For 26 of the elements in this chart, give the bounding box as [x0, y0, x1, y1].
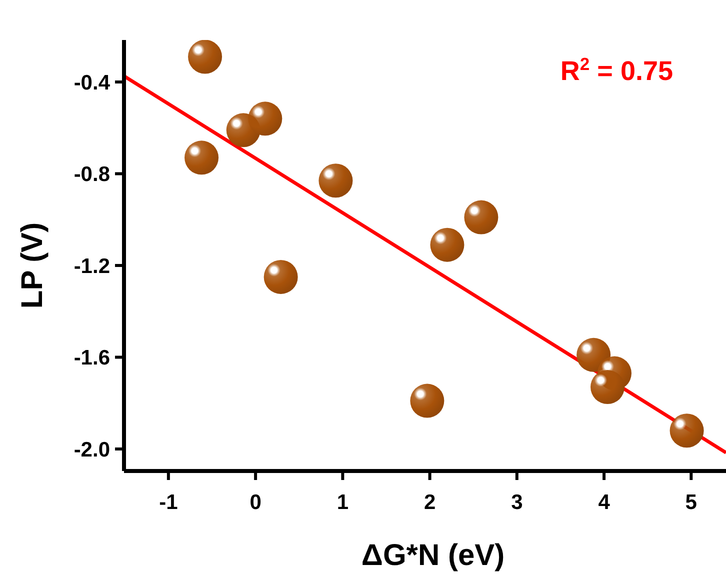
- point: [464, 200, 498, 234]
- point: [670, 414, 704, 448]
- point: [188, 40, 222, 74]
- point: [410, 384, 444, 418]
- y-tick-label: -0.4: [74, 71, 110, 94]
- x-tick-label: -1: [159, 491, 178, 514]
- x-tick-label: 3: [511, 491, 523, 514]
- point: [184, 140, 219, 175]
- x-tick-label: 0: [250, 491, 262, 514]
- y-tick-label: -1.6: [74, 346, 110, 370]
- point: [248, 102, 282, 136]
- y-tick-label: -0.8: [74, 163, 110, 186]
- point: [430, 228, 464, 262]
- y-tick-label: -2.0: [74, 438, 110, 462]
- x-tick-label: 1: [336, 491, 349, 514]
- point: [318, 164, 353, 198]
- y-axis-title: LP (V): [16, 222, 49, 309]
- x-tick-label: 4: [598, 491, 610, 514]
- point: [576, 338, 611, 372]
- x-axis-title: ΔG*N (eV): [361, 539, 505, 572]
- x-tick-label: 5: [685, 491, 698, 514]
- x-tick-label: 2: [424, 491, 436, 514]
- y-tick-label: -1.2: [74, 254, 110, 278]
- point: [264, 260, 298, 294]
- point: [590, 370, 625, 404]
- annotation: R$^{2}$ = 0.75: [560, 54, 673, 86]
